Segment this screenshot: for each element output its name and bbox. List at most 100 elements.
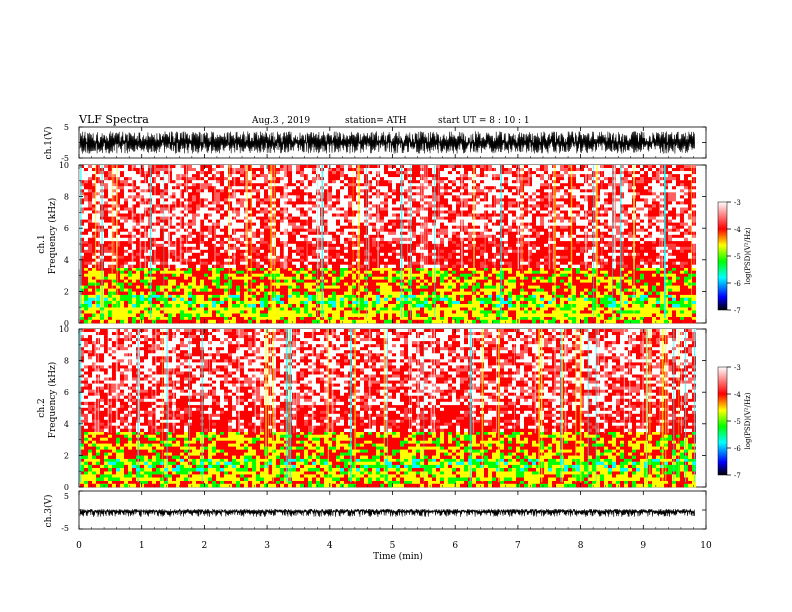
ch1-cell-band4	[92, 258, 96, 262]
ch1-cell-band3	[172, 267, 176, 271]
ch1-cell-band5	[132, 180, 136, 184]
ch1-cell-band5	[204, 165, 208, 169]
ch1-cell-band2	[96, 297, 100, 302]
ch1-cell-band3	[412, 285, 416, 289]
ch1-cell-band4	[356, 252, 360, 257]
ch1-cell-band3	[464, 267, 468, 271]
ch1-cell-band5	[280, 177, 284, 181]
ch1-cell-band3	[672, 282, 676, 286]
ch1-cell-band3	[160, 288, 164, 292]
ch1-cell-band5	[228, 165, 232, 169]
ch1-cell-band3	[460, 285, 464, 289]
ch1-cell-band4	[676, 240, 680, 245]
ch1-cell-band3	[536, 282, 540, 286]
ch1-cell-band3	[128, 276, 132, 280]
ch1-cell-band3	[268, 282, 272, 286]
ch1-cell-band2	[448, 304, 452, 308]
ch1-cell-band1	[584, 307, 588, 311]
ch1-cell-band2	[596, 297, 600, 302]
ch1-cell-band4	[324, 264, 328, 268]
ch1-cell-band5	[480, 168, 484, 172]
ch1-cell-band4	[540, 255, 544, 260]
ch1-cell-band2	[260, 294, 264, 299]
ch1-cell-band1	[668, 307, 672, 311]
ch1-cell-band0	[80, 316, 84, 321]
ch1-cell-band4	[580, 255, 584, 260]
ch1-cell-band3	[624, 288, 628, 292]
ch1-cell-band0	[548, 319, 552, 324]
ch1-cell-band4	[172, 252, 176, 257]
ch1-cell-band2	[604, 304, 608, 308]
ch1-cell-band2	[380, 297, 384, 302]
ch1-cell-band2	[544, 294, 548, 299]
ch1-cell-band1	[688, 307, 692, 311]
ch1-cell-band0	[468, 319, 472, 324]
ch1-cell-band1	[552, 313, 556, 317]
ch1-cell-band5	[292, 174, 296, 178]
ch1-cell-band4	[464, 258, 468, 262]
ch1-cell-band5	[480, 171, 484, 175]
ch1-cell-band3	[672, 273, 676, 277]
ch1-cell-band4	[80, 243, 84, 248]
ch1-cell-band4	[372, 246, 376, 251]
ch1-cell-band4	[296, 258, 300, 262]
ch1-cell-band0	[344, 319, 348, 324]
ch1-cell-band3	[388, 273, 392, 277]
ch1-cell-band1	[200, 307, 204, 311]
ch1-cell-band1	[392, 313, 396, 317]
ch1-cell-band3	[420, 279, 424, 283]
ch1-cell-band0	[216, 319, 220, 324]
ch1-cell-band3	[164, 276, 168, 280]
ch1-cell-band4	[656, 264, 660, 268]
ch1-cell-band5	[204, 180, 208, 184]
ch1-cell-band3	[508, 270, 512, 274]
ch1-cell-band0	[388, 319, 392, 324]
ch1-cell-band1	[252, 313, 256, 317]
ch1-cell-band5	[356, 174, 360, 178]
ch1-cell-band3	[124, 273, 128, 277]
ch1-cell-band4	[568, 258, 572, 262]
ch1-cell-band1	[508, 313, 512, 317]
ch1-cell-band2	[272, 297, 276, 302]
ch1-cell-band3	[432, 285, 436, 289]
ch1-cell-band2	[488, 304, 492, 308]
ch1-cell-band4	[492, 243, 496, 248]
ch1-cell-band3	[276, 273, 280, 277]
ch1-cell-band4	[304, 258, 308, 262]
ch1-cell-band4	[496, 264, 500, 268]
ch1-cell-band1	[528, 307, 532, 311]
ch1-cell-band2	[412, 294, 416, 299]
ch1-cell-band2	[572, 294, 576, 299]
ch1-cell-band0	[320, 316, 324, 321]
ch1-cell-band1	[548, 307, 552, 311]
ch1-cell-band0	[148, 316, 152, 321]
ch1-cell-band3	[624, 291, 628, 295]
ch1-cell-band0	[348, 316, 352, 321]
ch1-cell-band1	[128, 313, 132, 317]
ch1-cell-band4	[312, 246, 316, 251]
ch1-cell-band5	[224, 174, 228, 178]
ch1-cell-band4	[172, 258, 176, 262]
ch1-cell-band2	[468, 300, 472, 305]
ch1-cell-band4	[468, 258, 472, 262]
ch1-cell-band3	[556, 285, 560, 289]
ch1-cell-band5	[108, 168, 112, 172]
ch1-cell-band3	[336, 285, 340, 289]
ch1-cell-band4	[336, 258, 340, 262]
ch1-cell-band3	[132, 276, 136, 280]
ch1-cell-band3	[144, 270, 148, 274]
ch1-cell-band2	[120, 294, 124, 299]
ch1-cell-band3	[464, 279, 468, 283]
ch1-cell-band3	[484, 273, 488, 277]
ch1-cell-band3	[436, 270, 440, 274]
ch1-cell-band5	[96, 177, 100, 181]
ch1-cell-band3	[548, 276, 552, 280]
ch1-cell-band3	[188, 279, 192, 283]
ch1-cell-band4	[576, 249, 580, 254]
ch1-cell-band3	[220, 288, 224, 292]
ch1-cell-band1	[212, 307, 216, 311]
ch1-cell-band1	[284, 310, 288, 314]
ch1-cell-band4	[608, 252, 612, 257]
ch1-cell-band4	[544, 249, 548, 254]
ch1-cell-band0	[320, 319, 324, 324]
